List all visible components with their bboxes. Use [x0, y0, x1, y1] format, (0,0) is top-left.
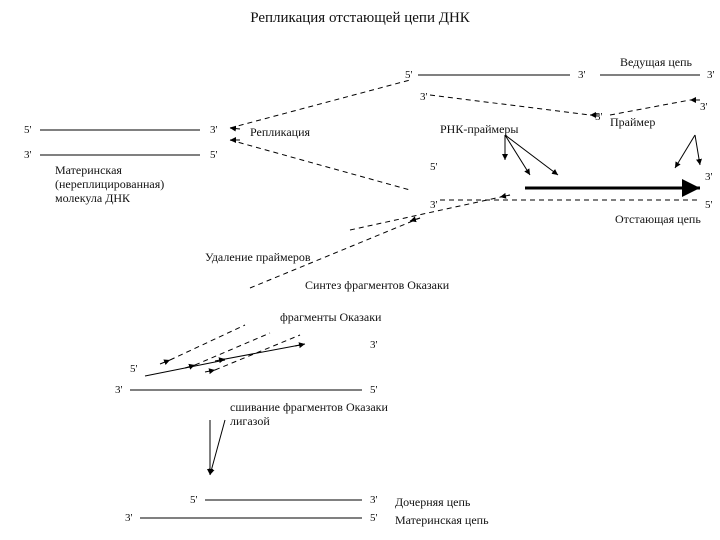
strand-end-label: 3': [420, 91, 427, 103]
strand-end-label: 5': [190, 494, 197, 506]
label-ligase-l1: сшивание фрагментов Оказаки: [230, 400, 388, 415]
strand-end-label: 3': [700, 101, 707, 113]
label-remove-primers: Удаление праймеров: [205, 250, 311, 265]
label-lagging-strand: Отстающая цепь: [615, 212, 701, 227]
label-parent-l2: (нереплицированная): [55, 177, 164, 192]
strand-end-label: 5': [405, 69, 412, 81]
strand-end-label: 3': [370, 494, 377, 506]
label-replication: Репликация: [250, 125, 310, 140]
strand-end-label: 5': [430, 161, 437, 173]
label-daughter: Дочерняя цепь: [395, 495, 470, 510]
label-parent-l3: молекула ДНК: [55, 191, 130, 206]
diagram-lines: [0, 0, 720, 540]
strand-end-label: 5': [210, 149, 217, 161]
strand-end-label: 3': [125, 512, 132, 524]
strand-end-label: 3': [210, 124, 217, 136]
label-okazaki-synth: Синтез фрагментов Оказаки: [305, 278, 449, 293]
strand-end-label: 3': [115, 384, 122, 396]
label-mother: Материнская цепь: [395, 513, 489, 528]
diagram-title: Репликация отстающей цепи ДНК: [250, 10, 470, 27]
strand-end-label: 5': [370, 512, 377, 524]
diagram-stage: { "title": "Репликация отстающей цепи ДН…: [0, 0, 720, 540]
strand-end-label: 3': [430, 199, 437, 211]
label-leading-strand: Ведущая цепь: [620, 55, 692, 70]
label-ligase-l2: лигазой: [230, 414, 270, 429]
strand-end-label: 3': [707, 69, 714, 81]
strand-end-label: 3': [705, 171, 712, 183]
strand-end-label: 5': [370, 384, 377, 396]
strand-end-label: 3': [578, 69, 585, 81]
label-okazaki-frag: фрагменты Оказаки: [280, 310, 381, 325]
strand-end-label: 5': [595, 111, 602, 123]
label-primer: Праймер: [610, 115, 655, 130]
strand-end-label: 5': [24, 124, 31, 136]
label-rna-primers: РНК-праймеры: [440, 122, 519, 137]
label-parent-l1: Материнская: [55, 163, 122, 178]
strand-end-label: 3': [24, 149, 31, 161]
strand-end-label: 5': [705, 199, 712, 211]
strand-end-label: 5': [130, 363, 137, 375]
strand-end-label: 3': [370, 339, 377, 351]
